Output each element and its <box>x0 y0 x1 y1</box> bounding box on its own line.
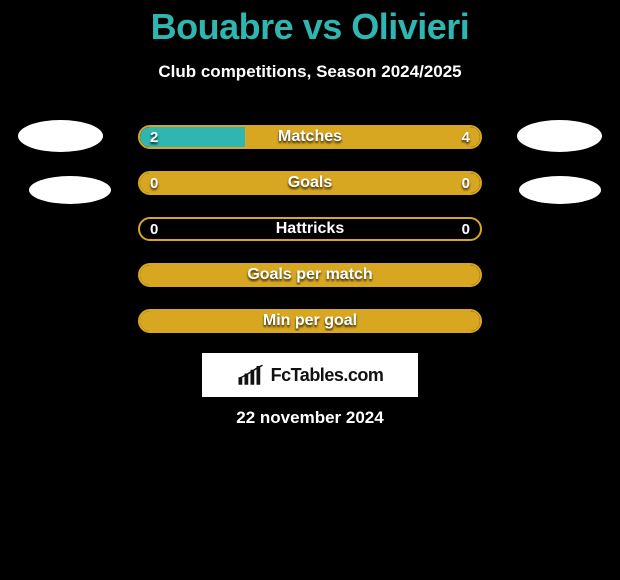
club-logo-right-b <box>519 176 601 204</box>
stat-bar-value-left: 0 <box>150 173 158 193</box>
stat-bar-value-right: 4 <box>462 127 470 147</box>
generation-date: 22 november 2024 <box>0 408 620 428</box>
stat-bars: 24Matches00Goals00HattricksGoals per mat… <box>138 125 482 333</box>
comparison-card: Bouabre vs Olivieri Club competitions, S… <box>0 0 620 580</box>
stat-bar: Goals per match <box>138 263 482 287</box>
club-logo-left-a <box>18 120 103 152</box>
stat-bar-fill-right <box>140 311 480 331</box>
stat-bar: Min per goal <box>138 309 482 333</box>
stat-bar-label: Hattricks <box>140 219 480 239</box>
stat-bar-fill-right <box>245 127 480 147</box>
stat-bar-fill-right <box>140 173 480 193</box>
barchart-icon <box>237 363 267 387</box>
page-title: Bouabre vs Olivieri <box>0 0 620 48</box>
brand-box: FcTables.com <box>202 353 418 397</box>
stat-bar-value-left: 2 <box>150 127 158 147</box>
stat-bar: 00Goals <box>138 171 482 195</box>
stat-bar-value-right: 0 <box>462 219 470 239</box>
stat-bar-value-left: 0 <box>150 219 158 239</box>
club-logo-right-a <box>517 120 602 152</box>
stat-bar: 24Matches <box>138 125 482 149</box>
stat-bar-fill-right <box>140 265 480 285</box>
club-logo-left-b <box>29 176 111 204</box>
competition-subtitle: Club competitions, Season 2024/2025 <box>0 62 620 82</box>
brand-text: FcTables.com <box>271 365 384 386</box>
stat-bar-value-right: 0 <box>462 173 470 193</box>
stat-bar: 0 0Hattricks <box>138 217 482 241</box>
